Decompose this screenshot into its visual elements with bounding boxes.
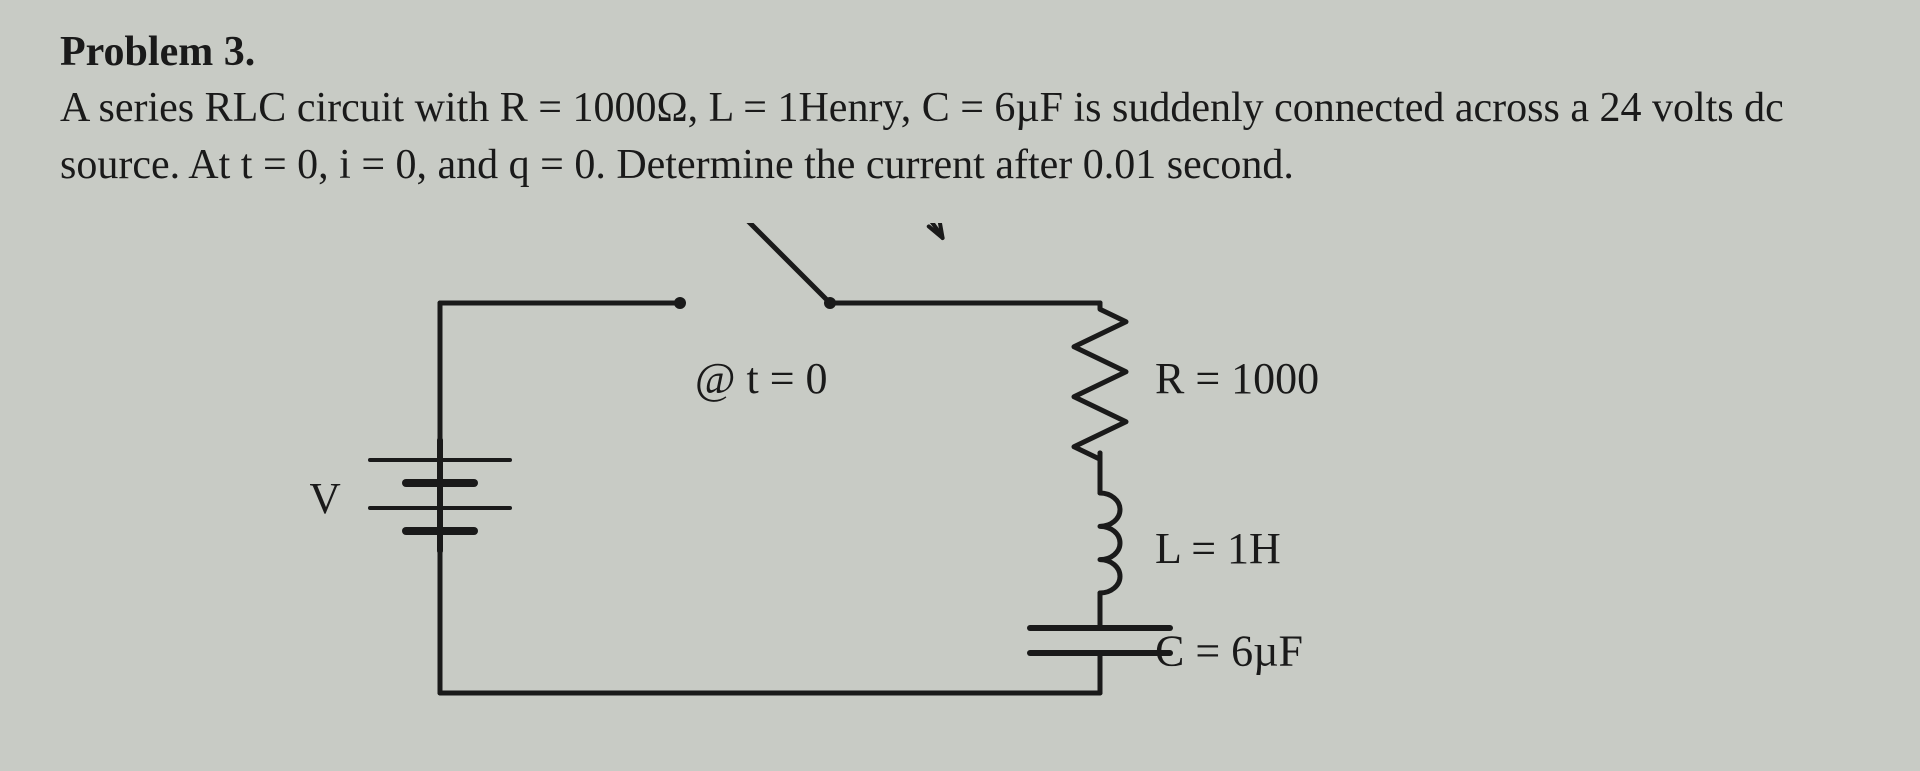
- svg-text:@ t = 0: @ t = 0: [695, 354, 828, 403]
- svg-text:C = 6µF: C = 6µF: [1155, 627, 1303, 676]
- problem-statement: A series RLC circuit with R = 1000Ω, L =…: [60, 80, 1860, 193]
- svg-text:24V: 24V: [310, 474, 341, 523]
- circuit-diagram: 24V @ t = 0 R = 1000 L = 1H C = 6µF: [310, 223, 1610, 743]
- svg-text:L = 1H: L = 1H: [1155, 524, 1281, 573]
- problem-title: Problem 3.: [60, 28, 1860, 76]
- svg-text:R = 1000: R = 1000: [1155, 354, 1319, 403]
- circuit-diagram-wrap: 24V @ t = 0 R = 1000 L = 1H C = 6µF: [60, 223, 1860, 743]
- page-root: Problem 3. A series RLC circuit with R =…: [0, 0, 1920, 771]
